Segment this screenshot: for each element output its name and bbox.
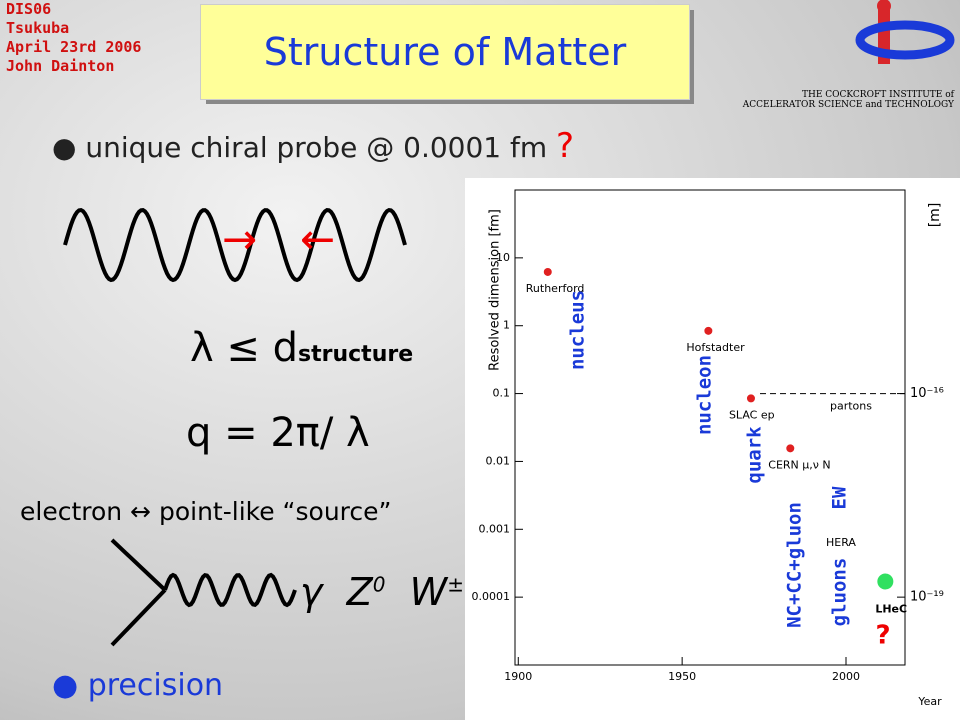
- boson-line: [163, 572, 297, 608]
- arrow: ←: [300, 215, 335, 264]
- y2-label: [m]: [927, 203, 943, 228]
- bosons: γ Z0 W±: [300, 570, 464, 614]
- z-sup: 0: [372, 572, 386, 597]
- electron: electron ↔ point-like “source”: [20, 497, 392, 526]
- point: [704, 326, 713, 335]
- annotation: gluons: [829, 558, 851, 627]
- gamma: γ: [300, 570, 323, 614]
- relation: λ ≤ dstructure: [190, 325, 413, 371]
- institute: THE COCKCROFT INSTITUTE of ACCELERATOR SC…: [743, 90, 954, 110]
- annotation: EW: [829, 486, 851, 509]
- point: [746, 394, 755, 403]
- relation-sub: structure: [298, 342, 414, 367]
- point: [877, 573, 894, 590]
- y-tick-label: 0.01: [486, 454, 511, 467]
- point-label: HERA: [826, 536, 856, 549]
- point: [786, 444, 795, 453]
- chart: 1900 1950 2000 10 1 0.1 0.01 0.001 0.0001 10⁻¹⁶ 10…: [472, 203, 944, 708]
- meta-line: Tsukuba: [6, 19, 70, 37]
- annotation: nucleon: [694, 355, 716, 435]
- x-label: Year: [917, 695, 942, 708]
- meta: DIS06 Tsukuba April 23rd 2006 John Daint…: [6, 0, 141, 76]
- meta-line: John Dainton: [6, 57, 115, 75]
- institute-line: THE COCKCROFT INSTITUTE of: [802, 90, 954, 100]
- annotation: nucleus: [567, 290, 589, 370]
- x-tick-label: 1950: [668, 670, 696, 683]
- formula: q = 2π/ λ: [186, 410, 370, 456]
- point-label: SLAC ep: [729, 408, 775, 421]
- institute-line: ACCELERATOR SCIENCE and TECHNOLOGY: [742, 100, 954, 110]
- relation-text: λ ≤ d: [190, 325, 299, 371]
- w: W: [409, 570, 448, 614]
- fermion-line: [110, 588, 167, 647]
- plot-frame: [514, 189, 906, 666]
- y-tick-label: 10: [496, 251, 510, 264]
- logo-ring: [855, 20, 955, 60]
- point-label: LHeC: [875, 603, 907, 616]
- z: Z: [346, 570, 373, 614]
- annotation: quark: [744, 426, 766, 484]
- point: [543, 267, 552, 276]
- y2-tick-label: 10⁻¹⁹: [910, 590, 944, 605]
- y-label: Resolved dimension [fm]: [488, 209, 503, 371]
- point-label: Hofstadter: [686, 341, 745, 354]
- fermion-line: [110, 538, 167, 592]
- y-tick-label: 1: [503, 319, 510, 332]
- point-label: CERN μ,ν N: [768, 458, 830, 471]
- y2-tick-label: 10⁻¹⁶: [910, 386, 944, 401]
- y-tick-label: 0.1: [493, 387, 511, 400]
- bullet-text: unique chiral probe @ 0.0001 fm: [85, 131, 548, 164]
- question: ?: [875, 621, 890, 651]
- point-label: Rutherford: [526, 282, 585, 295]
- logo-dot: [877, 0, 891, 13]
- bullet2: ● precision: [52, 668, 224, 703]
- annotation: NC+CC+gluon: [784, 502, 806, 628]
- bullet-text: precision: [87, 668, 224, 703]
- question: ?: [556, 126, 575, 166]
- title: Structure of Matter: [200, 4, 690, 100]
- point-label: partons: [830, 400, 872, 413]
- y-tick-label: 0.0001: [472, 590, 511, 603]
- y-tick-label: 0.001: [479, 522, 511, 535]
- bullet: ● unique chiral probe @ 0.0001 fm ?: [52, 126, 575, 166]
- w-sup: ±: [447, 572, 464, 597]
- meta-line: April 23rd 2006: [6, 38, 142, 56]
- x-tick-label: 2000: [832, 670, 860, 683]
- arrow: →: [222, 215, 257, 264]
- wave: [63, 207, 407, 283]
- meta-line: DIS06: [6, 0, 52, 18]
- x-tick-label: 1900: [504, 670, 532, 683]
